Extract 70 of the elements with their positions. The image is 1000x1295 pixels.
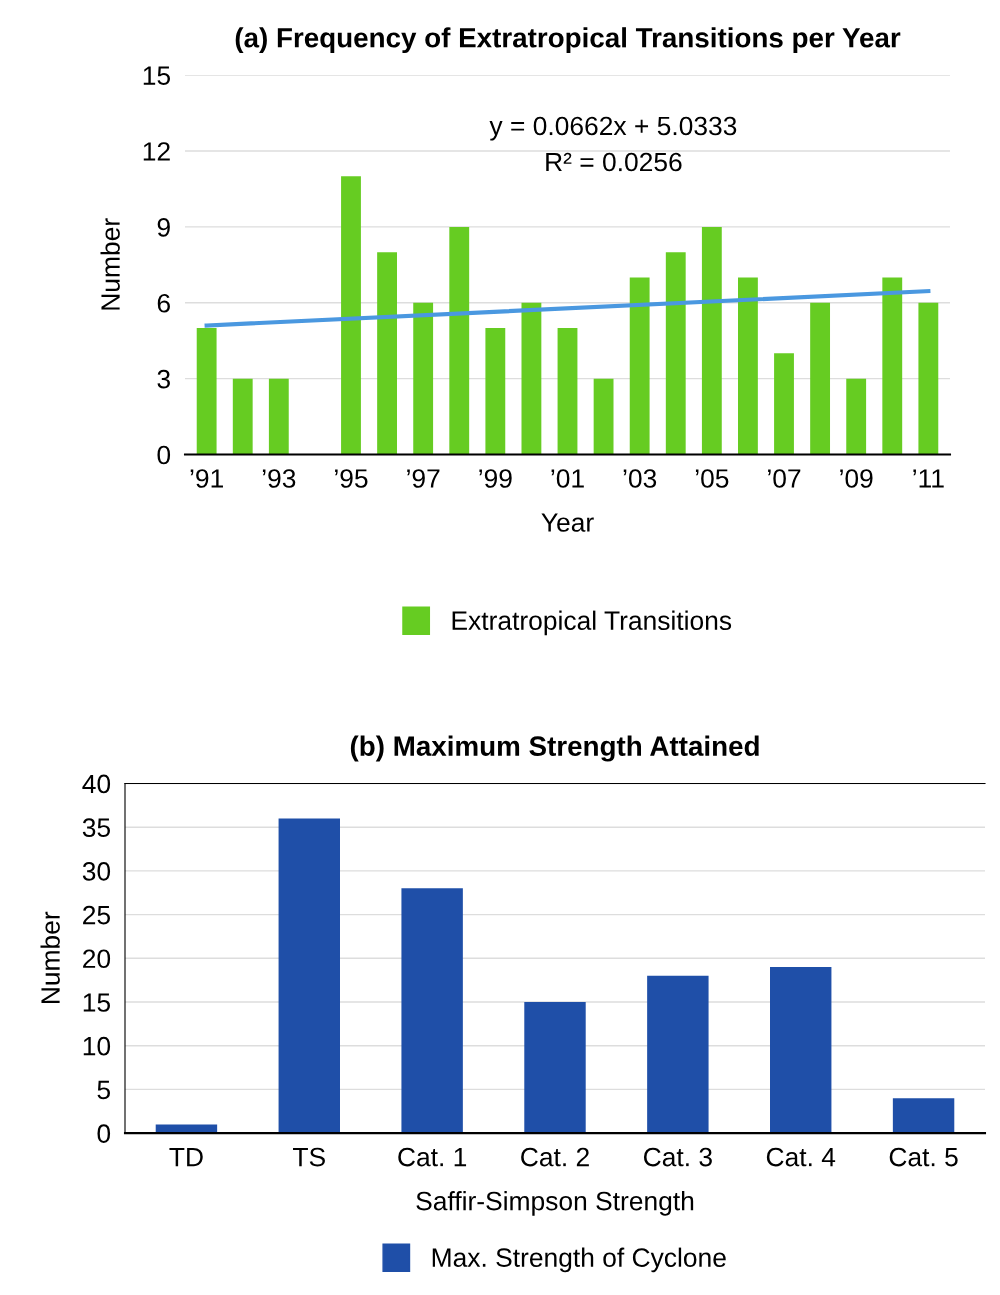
x-tick-label: Cat. 3 <box>644 1147 712 1167</box>
y-tick-label: 9 <box>157 218 170 237</box>
x-tick-label: ’97 <box>407 469 440 488</box>
y-tick-label: 3 <box>157 369 170 389</box>
x-tick-label: ’93 <box>262 469 296 488</box>
bar <box>738 277 758 455</box>
x-tick-label: ’03 <box>623 469 657 488</box>
y-axis-title: Number <box>40 911 60 1004</box>
bar <box>524 1002 586 1134</box>
legend-label: Max. Strength of Cyclone <box>432 1247 726 1273</box>
bar <box>770 967 832 1134</box>
bar <box>155 1124 218 1134</box>
x-tick-label: TD <box>169 1147 203 1167</box>
bar <box>449 226 470 455</box>
x-tick-label: ’05 <box>695 469 729 488</box>
bar <box>846 378 867 455</box>
y-tick-label: 30 <box>82 862 111 881</box>
bar <box>593 378 614 455</box>
y-tick-label: 0 <box>157 445 171 465</box>
bar <box>413 302 434 455</box>
bar <box>278 818 340 1134</box>
bar <box>918 302 939 455</box>
bar <box>268 378 289 455</box>
bar <box>892 1098 955 1134</box>
y-tick-label: 25 <box>83 905 111 925</box>
bar <box>196 328 217 455</box>
bar <box>401 888 463 1134</box>
bar <box>774 353 794 455</box>
chart-title: (b) Maximum Strength Attained <box>350 735 759 762</box>
x-tick-label: ’09 <box>840 469 873 488</box>
x-tick-label: ’01 <box>551 469 584 488</box>
x-axis-title: Saffir-Simpson Strength <box>416 1191 694 1216</box>
bar <box>882 277 903 455</box>
bar <box>557 328 578 455</box>
bar <box>485 328 506 455</box>
y-axis-title: Number <box>100 218 120 310</box>
x-tick-label: Cat. 2 <box>521 1147 589 1167</box>
x-axis-title: Year <box>541 513 594 532</box>
x-tick-label: ’11 <box>913 469 944 488</box>
bar <box>377 252 397 455</box>
x-tick-label: ’91 <box>190 469 223 488</box>
y-tick-label: 15 <box>143 66 171 85</box>
annotation: R² = 0.0256 <box>546 152 682 172</box>
bar <box>232 378 253 455</box>
x-tick-label: TS <box>293 1147 325 1167</box>
bar <box>629 277 650 455</box>
annotation: y = 0.0662x + 5.0333 <box>489 116 737 141</box>
x-tick-label: ’95 <box>335 469 368 488</box>
y-tick-label: 35 <box>82 818 111 837</box>
chart-title: (a) Frequency of Extratropical Transitions per Year <box>235 27 901 54</box>
y-tick-label: 6 <box>157 293 170 313</box>
bar <box>810 302 831 455</box>
bar <box>701 226 722 455</box>
bar <box>647 975 709 1134</box>
y-tick-label: 12 <box>143 142 170 161</box>
y-tick-label: 15 <box>83 993 111 1012</box>
bar <box>341 176 361 455</box>
y-tick-label: 20 <box>83 949 111 969</box>
x-tick-label: Cat. 1 <box>398 1147 467 1167</box>
y-tick-label: 0 <box>97 1124 111 1143</box>
y-tick-label: 10 <box>83 1036 111 1056</box>
x-tick-label: ’99 <box>479 469 512 488</box>
y-tick-label: 40 <box>82 774 111 794</box>
bar <box>665 252 686 455</box>
x-tick-label: Cat. 5 <box>889 1147 958 1167</box>
bar <box>521 302 542 455</box>
x-tick-label: Cat. 4 <box>766 1147 836 1167</box>
x-tick-label: ’07 <box>768 469 801 488</box>
y-tick-label: 5 <box>97 1080 111 1100</box>
legend-label: Extratropical Transitions <box>452 610 732 636</box>
